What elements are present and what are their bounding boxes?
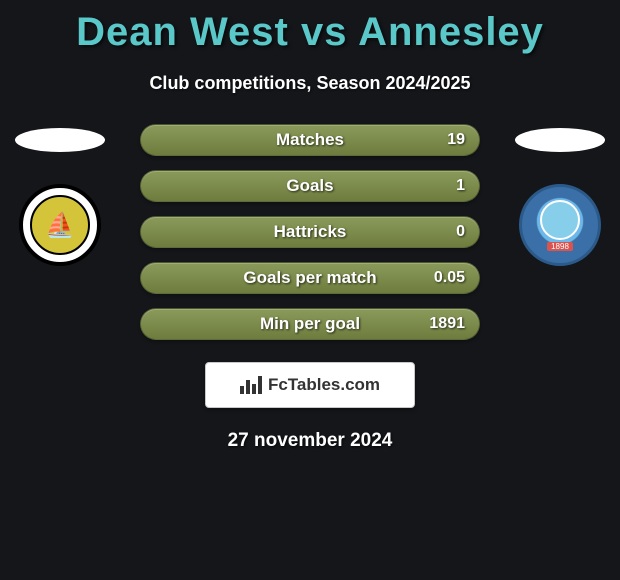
season-subtitle: Club competitions, Season 2024/2025 — [0, 73, 620, 94]
stat-label: Min per goal — [260, 314, 360, 334]
comparison-title: Dean West vs Annesley — [0, 0, 620, 55]
stat-label: Hattricks — [274, 222, 347, 242]
comparison-content: ⛵ 1898 Matches 19 Goals 1 Hattricks 0 Go… — [0, 124, 620, 452]
stat-label: Matches — [276, 130, 344, 150]
stat-row-hattricks: Hattricks 0 — [140, 216, 480, 248]
source-badge: FcTables.com — [205, 362, 415, 408]
stat-label: Goals — [286, 176, 333, 196]
bar-chart-icon — [240, 376, 262, 394]
stat-value: 0 — [456, 223, 465, 241]
stat-value: 0.05 — [434, 269, 465, 287]
right-player-marker — [515, 128, 605, 152]
stat-label: Goals per match — [243, 268, 376, 288]
stats-list: Matches 19 Goals 1 Hattricks 0 Goals per… — [140, 124, 480, 340]
braintree-crest-icon — [540, 200, 580, 240]
stat-value: 1 — [456, 177, 465, 195]
stat-row-goals: Goals 1 — [140, 170, 480, 202]
stat-value: 1891 — [429, 315, 465, 333]
stat-row-goals-per-match: Goals per match 0.05 — [140, 262, 480, 294]
stat-row-min-per-goal: Min per goal 1891 — [140, 308, 480, 340]
source-name: FcTables.com — [268, 375, 380, 395]
right-team-logo: 1898 — [519, 184, 601, 266]
left-team-logo: ⛵ — [19, 184, 101, 266]
team-year-badge: 1898 — [547, 242, 573, 251]
stat-value: 19 — [447, 131, 465, 149]
comparison-date: 27 november 2024 — [0, 430, 620, 452]
ship-icon: ⛵ — [30, 195, 90, 255]
left-player-marker — [15, 128, 105, 152]
stat-row-matches: Matches 19 — [140, 124, 480, 156]
